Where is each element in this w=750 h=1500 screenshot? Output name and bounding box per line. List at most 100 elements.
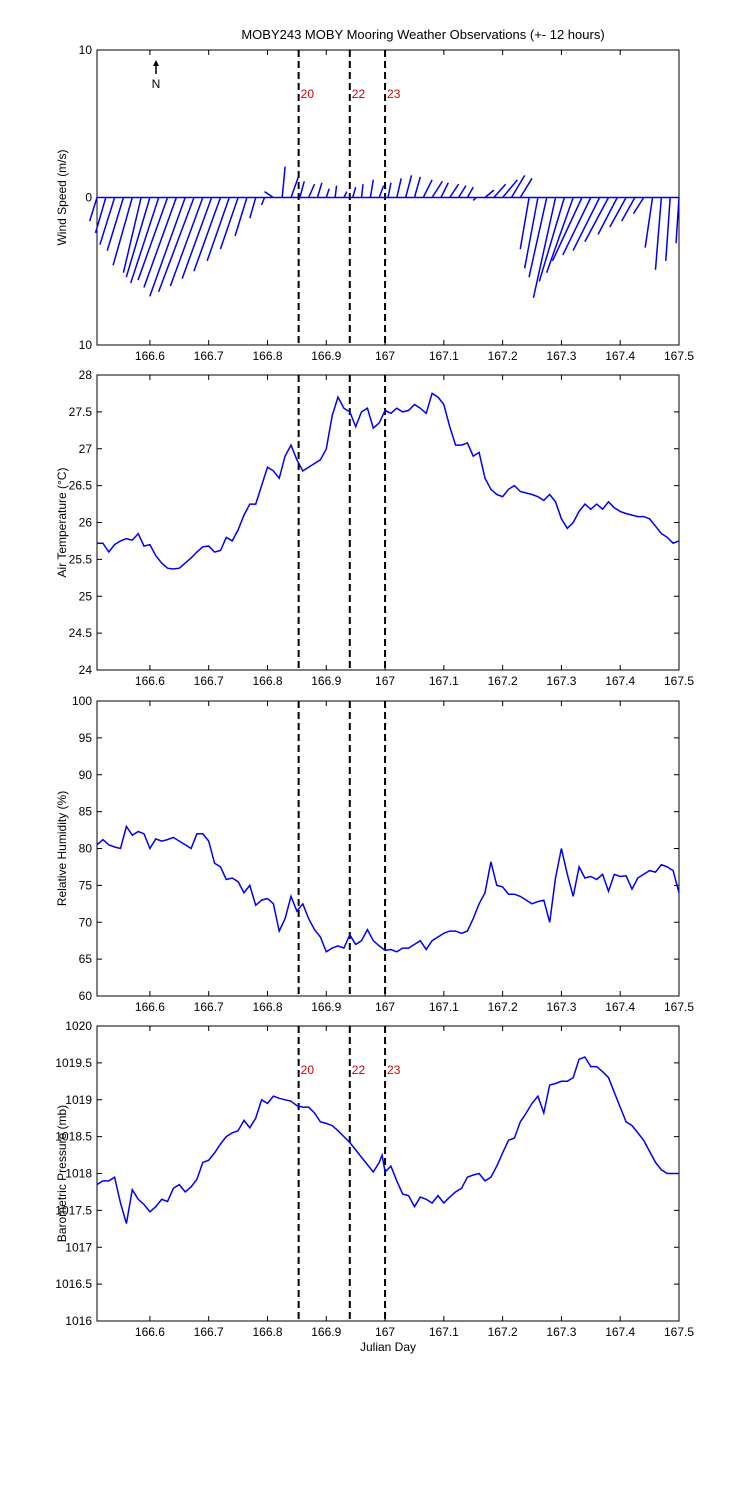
wind-ytick-label: 10 [79,43,93,57]
temp-ytick-label: 25.5 [69,552,93,566]
pressure-xtick-label: 166.7 [194,1325,224,1339]
temp-ytick-label: 27.5 [69,405,93,419]
humidity-ytick-label: 95 [79,731,93,745]
wind-xtick-label: 166.7 [194,349,224,363]
wind-vector [654,197,663,270]
humidity-xtick-label: 166.6 [135,1000,165,1014]
wind-xtick-label: 167.2 [488,349,518,363]
wind-vector [584,197,610,243]
wind-vector [369,179,375,198]
temp-xtick-label: 166.8 [252,674,282,688]
wind-vector [538,197,566,282]
pressure-event-label: 22 [352,1063,366,1077]
pressure-ytick-label: 1019 [65,1093,92,1107]
humidity-series-line [96,824,680,953]
wind-vector [260,197,266,206]
temp-panel: 166.6 166.7 166.8 166.9 167 167.1 167.2 167.3 16… [55,368,694,688]
wind-vector [665,197,671,261]
wind-vector [157,197,195,293]
humidity-ytick-label: 90 [79,768,93,782]
wind-vector [88,197,98,222]
wind-vector [378,185,385,198]
wind-vector [620,197,636,222]
wind-vector [193,197,222,272]
wind-vector [94,197,107,234]
wind-ytick-label: 10 [79,338,93,352]
humidity-axes-frame [96,700,680,997]
humidity-ytick-label: 70 [79,915,93,929]
wind-vector [472,196,477,201]
wind-vector [129,197,160,284]
wind-xtick-label: 166.9 [311,349,341,363]
humidity-ytick-label: 75 [79,878,93,892]
wind-vector [169,197,204,287]
humidity-panel: 166.6 166.7 166.8 166.9 167 167.1 167.2 167.3 16… [55,694,694,1014]
humidity-xtick-label: 167.1 [429,1000,459,1014]
temp-xtick-label: 167.5 [664,674,694,688]
wind-vector [206,197,230,262]
wind-vector [143,197,178,288]
pressure-xtick-label: 167.5 [664,1325,694,1339]
wind-vector [264,190,274,199]
wind-vector [572,197,601,251]
wind-vector [519,197,530,250]
temp-axes-frame [96,374,680,671]
pressure-ytick-label: 1017.5 [55,1203,92,1217]
wind-vector [316,182,323,198]
temp-xtick-label: 167.1 [429,674,459,688]
wind-vector [440,182,449,198]
temp-series-line [97,392,680,570]
wind-vector [396,178,402,198]
wind-vector [325,188,330,198]
temp-ylabel: Air Temperature (°C) [55,468,69,578]
wind-vector [387,182,392,198]
wind-vector [675,197,680,244]
wind-vector [609,197,627,228]
wind-vector [502,179,518,198]
pressure-xtick-label: 167.3 [546,1325,576,1339]
wind-vector [352,186,357,198]
wind-vector [545,197,574,273]
wind-vector [449,183,460,198]
wind-vector [249,197,257,219]
wind-vector [290,176,300,198]
wind-vector [457,185,467,198]
wind-xtick-label: 167.3 [546,349,576,363]
pressure-xtick-label: 167.1 [429,1325,459,1339]
temp-xtick-label: 166.6 [135,674,165,688]
humidity-xtick-label: 167 [375,1000,395,1014]
temp-ytick-label: 28 [79,368,93,382]
temp-ytick-label: 26 [79,516,93,530]
humidity-ylabel: Relative Humidity (%) [55,791,69,906]
wind-event-label: 22 [352,87,366,101]
humidity-xtick-label: 167.3 [546,1000,576,1014]
pressure-event-label: 23 [387,1063,401,1077]
temp-ytick-label: 25 [79,589,93,603]
wind-vector [137,197,169,281]
pressure-xtick-label: 167.2 [488,1325,518,1339]
temp-ytick-label: 24 [79,663,93,677]
wind-vector [106,197,125,251]
pressure-ytick-label: 1017 [65,1240,92,1254]
wind-vector [510,174,526,198]
wind-event-label: 20 [301,87,315,101]
pressure-xtick-label: 167 [375,1325,395,1339]
pressure-xtick-label: 166.6 [135,1325,165,1339]
pressure-xtick-label: 167.4 [605,1325,635,1339]
temp-ytick-label: 24.5 [69,626,93,640]
wind-vector [234,197,248,237]
wind-vector [404,175,413,198]
wind-xtick-label: 167.1 [429,349,459,363]
pressure-ytick-label: 1018.5 [55,1130,92,1144]
temp-xtick-label: 167.4 [605,674,635,688]
wind-xtick-label: 166.6 [135,349,165,363]
wind-vector [532,197,557,298]
wind-panel: 166.6 166.7 166.8 166.9 167 167.1 167.2 167.3 16… [55,43,694,363]
temp-ytick-label: 27 [79,442,93,456]
wind-vector [528,197,548,278]
temp-xtick-label: 166.7 [194,674,224,688]
wind-vector [422,179,433,198]
temp-xtick-label: 166.9 [311,674,341,688]
humidity-xtick-label: 167.2 [488,1000,518,1014]
